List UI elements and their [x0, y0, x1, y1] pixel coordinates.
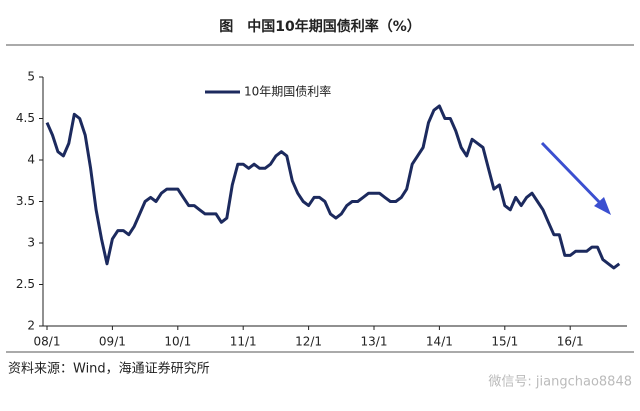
x-tick-label: 10/1: [164, 335, 191, 349]
x-tick-label: 13/1: [361, 335, 388, 349]
watermark: 微信号: jiangchao8848: [488, 375, 632, 390]
y-tick-label: 2: [27, 319, 35, 333]
source: 资料来源：Wind，海通证券研究所: [8, 361, 210, 377]
y-tick-label: 4.5: [16, 111, 35, 125]
x-tick-label: 08/1: [34, 335, 61, 349]
x-tick-label: 12/1: [295, 335, 322, 349]
x-tick-label: 11/1: [230, 335, 257, 349]
x-tick-label: 09/1: [99, 335, 126, 349]
chart-title: 图 中国10年期国债利率（%）: [219, 18, 421, 35]
y-tick-label: 3.5: [16, 194, 35, 208]
x-tick-label: 16/1: [557, 335, 584, 349]
trend-arrow: [540, 141, 606, 209]
y-tick-label: 3: [27, 236, 35, 250]
x-tick-label: 15/1: [491, 335, 518, 349]
y-tick-label: 5: [27, 70, 35, 84]
legend-label: 10年期国债利率: [244, 84, 331, 99]
series-line: [45, 104, 621, 270]
y-tick-label: 2.5: [16, 277, 35, 291]
trend-arrow-head: [594, 197, 611, 215]
y-tick-label: 4: [27, 153, 35, 167]
x-tick-label: 14/1: [426, 335, 453, 349]
